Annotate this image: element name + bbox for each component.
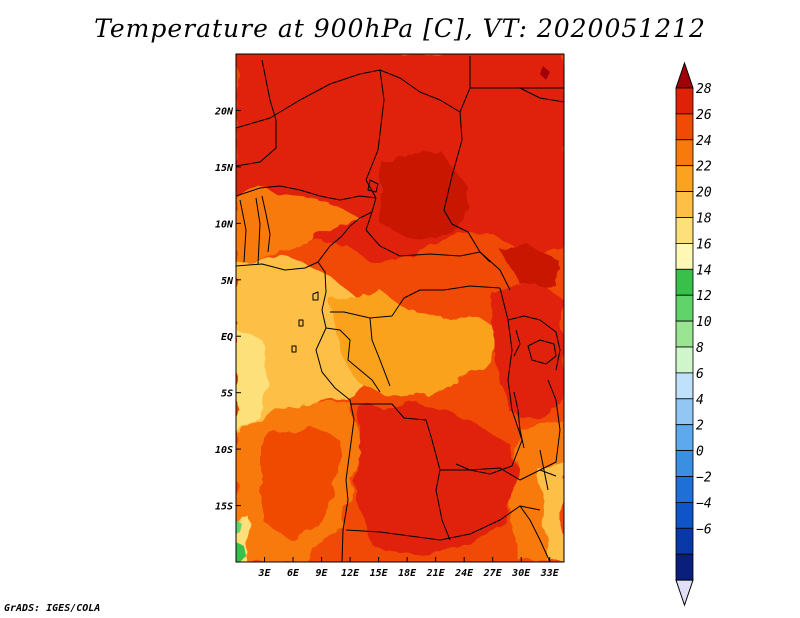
border-zambia — [440, 467, 557, 481]
colorbar-label: 28 — [696, 82, 712, 97]
lon-tick-label: 12E — [341, 568, 360, 579]
colorbar-label: 16 — [696, 237, 712, 252]
colorbar-box — [675, 501, 694, 529]
lat-tick-label: 5N — [221, 276, 234, 287]
island-sao-tome — [298, 319, 304, 327]
map-frame — [235, 53, 565, 563]
colorbar-label: 24 — [696, 134, 712, 149]
colorbar-box — [675, 165, 694, 192]
border-nigeria — [236, 185, 377, 201]
island-coast-bit — [291, 345, 297, 353]
colorbar-box — [675, 424, 694, 452]
lon-tick-label: 24E — [454, 568, 474, 579]
boundaries — [236, 56, 564, 562]
colorbar-label: 14 — [696, 263, 712, 278]
border-drc-east — [455, 287, 523, 475]
lon-tick-label: 27E — [483, 568, 503, 579]
colorbar-label: −6 — [696, 522, 712, 537]
colorbar-box — [675, 398, 694, 426]
colorbar-box — [675, 191, 694, 218]
border-nigeria-cameroon — [261, 195, 373, 263]
colorbar-label: 8 — [696, 341, 704, 356]
lat-tick-label: 5S — [221, 389, 233, 400]
colorbar-box — [675, 87, 694, 115]
colorbar-box — [675, 372, 694, 400]
colorbar-box — [675, 268, 694, 296]
colorbar-box — [675, 476, 694, 503]
coastline-west — [236, 261, 355, 562]
grads-credit: GrADS: IGES/COLA — [4, 603, 101, 614]
lake-malawi — [539, 449, 549, 491]
colorbar-label: 20 — [696, 186, 712, 201]
colorbar-box — [675, 139, 694, 167]
colorbar-box — [675, 217, 694, 244]
lat-tick-label: 15S — [215, 502, 233, 513]
colorbar-box — [675, 113, 694, 141]
lake-albert — [513, 329, 521, 357]
lon-tick-label: 9E — [316, 568, 329, 579]
lon-tick-label: 3E — [257, 568, 271, 579]
border-car — [365, 229, 511, 291]
border-drc-angola — [350, 403, 451, 541]
colorbar-label: 26 — [696, 108, 712, 123]
lat-tick-label: 10N — [215, 219, 234, 230]
lon-tick-label: 15E — [370, 568, 389, 579]
colorbar-box — [675, 553, 694, 581]
lat-tick-label: 15N — [215, 163, 234, 174]
map-axes: 3E 6E 9E 12E 15E 18E 21E 24E 27E 30E 33E 20N 15N 10N 5… — [214, 106, 560, 579]
lon-tick-label: 6E — [287, 568, 300, 579]
colorbar-bottom-arrow — [675, 579, 694, 607]
border-sudan-east — [469, 56, 564, 103]
map-title: Temperature at 900hPa [C], VT: 202005121… — [94, 14, 706, 43]
colorbar-label: 18 — [696, 212, 712, 227]
border-chad-sudan — [443, 111, 491, 263]
island-bioko — [312, 291, 319, 301]
colorbar-box — [675, 320, 694, 348]
lat-tick-label: EQ — [221, 332, 233, 343]
lon-tick-label: 18E — [398, 568, 417, 579]
colorbar-box — [675, 294, 694, 322]
colorbar-label: −2 — [696, 471, 712, 486]
colorbar-label: 10 — [696, 315, 712, 330]
colorbar-box — [675, 346, 694, 374]
border-cameroon-south — [330, 285, 501, 319]
lat-tick-label: 10S — [215, 445, 233, 456]
colorbar-box — [675, 527, 694, 555]
colorbar-box — [675, 450, 694, 477]
colorbar-label: 22 — [696, 160, 712, 175]
lake-chad — [367, 179, 379, 193]
colorbar-label: 6 — [696, 367, 704, 382]
lat-tick-label: 20N — [214, 106, 234, 117]
colorbar-label: 12 — [696, 289, 712, 304]
temperature-field — [236, 54, 564, 562]
border-uganda-kenya — [507, 315, 561, 371]
lake-victoria — [527, 339, 557, 365]
lon-tick-label: 21E — [426, 568, 446, 579]
colorbar-label: 2 — [696, 419, 704, 434]
colorbar-label: −4 — [696, 496, 712, 511]
colorbar-box — [675, 242, 694, 270]
colorbar-label: 0 — [696, 445, 704, 460]
border-angola-south — [345, 505, 541, 541]
colorbar-top-arrow — [675, 61, 694, 89]
colorbar-label: 4 — [696, 393, 704, 408]
lon-tick-label: 30E — [511, 568, 531, 579]
lake-tanganyika — [513, 391, 525, 449]
border-west-sahel — [236, 59, 277, 167]
lon-tick-label: 33E — [540, 568, 560, 579]
border-mozambique — [519, 379, 561, 562]
border-gabon-congo — [325, 317, 391, 393]
border-benin-togo — [239, 197, 261, 265]
